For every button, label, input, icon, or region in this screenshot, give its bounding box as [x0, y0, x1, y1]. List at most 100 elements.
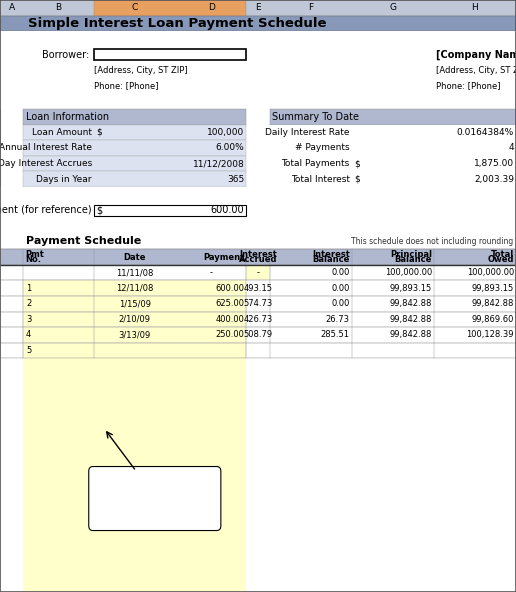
Text: 2: 2	[26, 300, 31, 308]
Text: 4: 4	[26, 330, 31, 339]
Text: [Address, City, ST ZIP]: [Address, City, ST ZIP]	[94, 66, 187, 75]
Bar	[23, 530, 246, 545]
Bar	[0, 514, 516, 530]
Text: 12/11/08: 12/11/08	[116, 284, 154, 292]
Bar	[0, 94, 516, 109]
Text: 99,842.88: 99,842.88	[390, 315, 432, 324]
Bar	[270, 156, 516, 171]
Bar	[0, 421, 516, 436]
Text: 100,128.39: 100,128.39	[466, 330, 514, 339]
Bar	[0, 281, 516, 296]
Bar	[0, 47, 516, 62]
Bar	[23, 514, 246, 530]
Text: Daily Interest Rate: Daily Interest Rate	[265, 128, 350, 137]
Bar	[23, 374, 246, 390]
Bar	[0, 358, 516, 374]
Bar	[0, 31, 516, 47]
Text: 11/12/2008: 11/12/2008	[192, 159, 244, 168]
Text: $: $	[96, 205, 102, 215]
Bar	[0, 202, 516, 218]
Text: 99,842.88: 99,842.88	[390, 300, 432, 308]
Bar	[0, 187, 516, 202]
Text: Loan Information: Loan Information	[26, 112, 109, 122]
Text: 600.00: 600.00	[215, 284, 244, 292]
Text: D: D	[207, 4, 215, 12]
Text: 99,893.15: 99,893.15	[390, 284, 432, 292]
Text: This schedule does not including rounding: This schedule does not including roundin…	[351, 237, 513, 246]
Text: B: B	[56, 4, 62, 12]
Bar	[0, 545, 516, 561]
Bar	[23, 436, 246, 452]
Text: 100,000.00: 100,000.00	[466, 268, 514, 277]
Bar	[23, 405, 246, 421]
Bar	[0, 15, 516, 31]
Text: E: E	[255, 4, 261, 12]
Bar	[23, 125, 246, 140]
Text: 1/15/09: 1/15/09	[119, 300, 151, 308]
Text: $: $	[354, 175, 360, 184]
Text: # Payments: # Payments	[295, 143, 350, 153]
Text: C: C	[132, 4, 138, 12]
Text: [Address, City, ST ZIP]: [Address, City, ST ZIP]	[437, 66, 516, 75]
Text: Simple Interest Loan Payment Schedule: Simple Interest Loan Payment Schedule	[27, 17, 326, 30]
Bar	[0, 311, 516, 327]
Text: Payment Schedule: Payment Schedule	[26, 236, 141, 246]
Text: Phone: [Phone]: Phone: [Phone]	[94, 81, 158, 90]
Text: 3/13/09: 3/13/09	[119, 330, 151, 339]
Text: Payment: Payment	[203, 253, 244, 262]
Text: Interest: Interest	[239, 250, 277, 259]
Text: 2,003.39: 2,003.39	[474, 175, 514, 184]
Text: Annual Interest Rate: Annual Interest Rate	[0, 143, 92, 153]
Text: 100,000: 100,000	[207, 128, 244, 137]
Text: $: $	[96, 128, 102, 137]
Text: H: H	[472, 4, 478, 12]
Bar	[0, 561, 516, 577]
Bar	[23, 561, 246, 577]
Text: 100,000.00: 100,000.00	[384, 268, 432, 277]
Text: 3: 3	[26, 315, 31, 324]
Text: No.: No.	[25, 255, 41, 264]
Bar	[0, 530, 516, 545]
Text: 0.0164384%: 0.0164384%	[457, 128, 514, 137]
Text: A: A	[9, 4, 15, 12]
Text: [Company Name]: [Company Name]	[437, 49, 516, 60]
Text: 1: 1	[26, 284, 31, 292]
Text: 99,893.15: 99,893.15	[472, 284, 514, 292]
Text: Principal: Principal	[390, 250, 432, 259]
Bar	[23, 327, 246, 343]
Text: 508.79: 508.79	[244, 330, 272, 339]
Text: 426.73: 426.73	[244, 315, 272, 324]
Bar	[23, 545, 246, 561]
Bar	[23, 109, 246, 125]
Text: 99,842.88: 99,842.88	[472, 300, 514, 308]
Text: Days in Year: Days in Year	[36, 175, 92, 184]
Bar	[270, 125, 516, 140]
Bar	[0, 405, 516, 421]
Bar	[0, 498, 516, 514]
Text: 365: 365	[227, 175, 244, 184]
Text: Balance: Balance	[312, 255, 350, 264]
Text: Enter the payment date and
the payment amount in the
yellow fields.: Enter the payment date and the payment a…	[90, 484, 219, 513]
Bar	[270, 109, 516, 125]
Text: -: -	[209, 268, 213, 277]
Bar	[23, 498, 246, 514]
Text: Payment (for reference): Payment (for reference)	[0, 205, 92, 215]
Text: 26.73: 26.73	[326, 315, 350, 324]
Bar	[0, 327, 516, 343]
Bar	[23, 577, 246, 592]
Text: 600.00: 600.00	[211, 205, 244, 215]
Bar	[0, 249, 516, 265]
Text: 625.00: 625.00	[215, 300, 244, 308]
Text: First Day Interest Accrues: First Day Interest Accrues	[0, 159, 92, 168]
Bar	[23, 171, 246, 187]
Text: -: -	[256, 268, 260, 277]
Text: 0.00: 0.00	[331, 268, 350, 277]
Bar	[94, 49, 246, 60]
Bar	[0, 0, 516, 15]
Bar	[0, 374, 516, 390]
Text: 285.51: 285.51	[321, 330, 350, 339]
Text: Accrued: Accrued	[239, 255, 277, 264]
Bar	[23, 358, 246, 374]
Text: Balance: Balance	[394, 255, 432, 264]
Text: Date: Date	[124, 253, 146, 262]
